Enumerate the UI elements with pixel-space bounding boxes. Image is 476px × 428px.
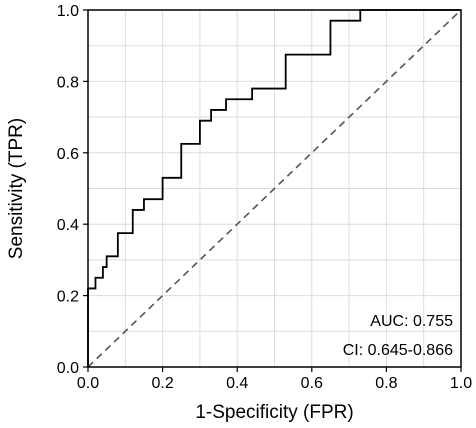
axis-ticks xyxy=(83,9,462,372)
y-tick-label: 0.8 xyxy=(57,74,79,91)
y-tick-label: 0.4 xyxy=(57,217,79,234)
y-tick-label: 0.2 xyxy=(57,289,79,306)
x-tick-labels: 0.0 0.2 0.4 0.6 0.8 1.0 xyxy=(77,375,472,392)
y-tick-labels: 0.0 0.2 0.4 0.6 0.8 1.0 xyxy=(57,3,79,377)
x-tick-label: 0.8 xyxy=(375,375,397,392)
x-tick-label: 0.0 xyxy=(77,375,99,392)
auc-annotation: AUC: 0.755 xyxy=(370,313,453,330)
chart-series xyxy=(87,9,462,368)
x-tick-label: 0.6 xyxy=(301,375,323,392)
y-tick-label: 0.6 xyxy=(57,146,79,163)
y-axis-title: Sensitivity (TPR) xyxy=(6,118,27,259)
x-tick-label: 1.0 xyxy=(450,375,472,392)
y-tick-label: 0.0 xyxy=(57,360,79,377)
y-tick-label: 1.0 xyxy=(57,3,79,20)
roc-curve xyxy=(87,9,461,367)
ci-annotation: CI: 0.645-0.866 xyxy=(343,342,453,359)
x-tick-label: 0.2 xyxy=(151,375,173,392)
plot-frame xyxy=(87,9,462,368)
x-tick-label: 0.4 xyxy=(226,375,248,392)
x-axis-title: 1-Specificity (FPR) xyxy=(195,402,353,423)
grid-lines xyxy=(88,10,461,367)
chance-line xyxy=(87,9,462,368)
